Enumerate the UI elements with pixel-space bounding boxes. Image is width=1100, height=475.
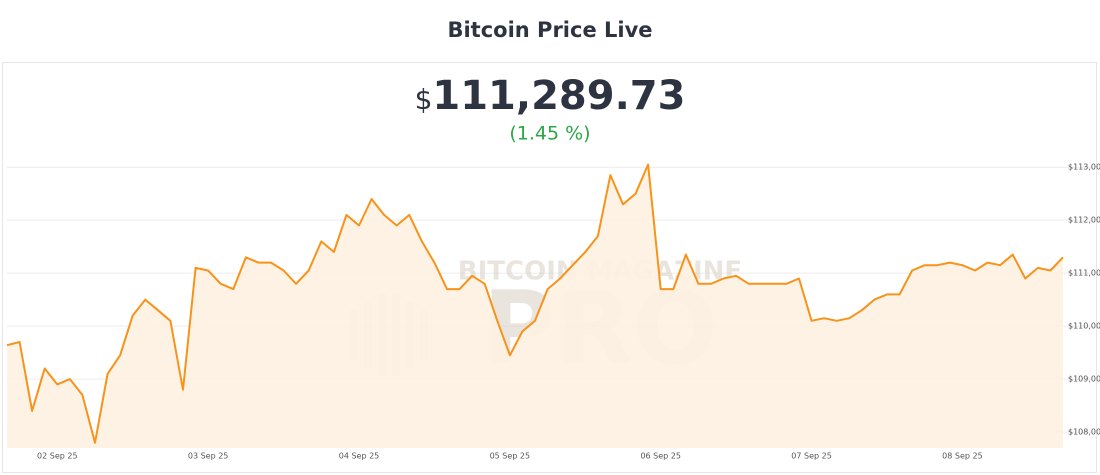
price-value: 111,289.73	[432, 73, 685, 119]
price-line	[6, 163, 1064, 444]
plot: $108,000 $109,000 $110,000 $111,000 $112,000…	[6, 163, 1100, 461]
area	[7, 164, 1063, 448]
x-tick-label: 06 Sep 25	[640, 452, 681, 461]
x-tick-label: 04 Sep 25	[339, 452, 380, 461]
x-tick-label: 03 Sep 25	[188, 452, 229, 461]
y-tick-label: $109,000	[1068, 375, 1100, 384]
y-tick-label: $112,000	[1068, 216, 1100, 225]
price: $111,289.73	[415, 73, 686, 119]
y-tick-label: $110,000	[1068, 322, 1100, 331]
x-tick-label: 08 Sep 25	[942, 452, 983, 461]
price-currency: $	[415, 83, 433, 116]
y-tick-label: $111,000	[1068, 269, 1100, 278]
x-tick-label: 02 Sep 25	[37, 452, 78, 461]
x-tick-label: 07 Sep 25	[791, 452, 832, 461]
chart-title: Bitcoin Price Live	[447, 18, 652, 42]
card	[2, 62, 1097, 473]
y-tick-label: $113,000	[1068, 163, 1100, 172]
price-change: (1.45 %)	[509, 123, 590, 145]
x-tick-label: 05 Sep 25	[490, 452, 531, 461]
y-tick-label: $108,000	[1068, 428, 1100, 437]
